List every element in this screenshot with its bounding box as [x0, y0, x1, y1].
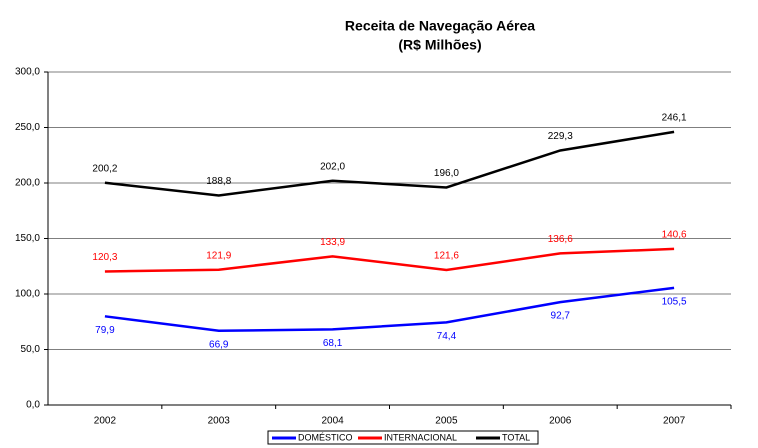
x-tick-label: 2002 [94, 416, 117, 427]
x-tick-label: 2007 [663, 416, 686, 427]
data-label: 140,6 [662, 230, 687, 241]
data-label: 66,9 [209, 339, 229, 350]
data-label: 79,9 [95, 325, 115, 336]
data-label: 196,0 [434, 168, 459, 179]
data-label: 133,9 [320, 237, 345, 248]
data-label: 246,1 [662, 112, 687, 123]
y-tick-label: 150,0 [15, 233, 40, 244]
data-label: 92,7 [551, 311, 571, 322]
legend-label: TOTAL [502, 432, 530, 442]
data-label: 200,2 [92, 163, 117, 174]
data-label: 68,1 [323, 338, 343, 349]
y-tick-label: 50,0 [21, 344, 41, 355]
chart-subtitle: (R$ Milhões) [398, 37, 481, 53]
data-label: 202,0 [320, 161, 345, 172]
data-label: 121,9 [206, 250, 231, 261]
series-line [104, 247, 675, 273]
x-tick-label: 2006 [549, 416, 572, 427]
legend-label: DOMÉSTICO [298, 432, 353, 442]
y-tick-label: 250,0 [15, 122, 40, 133]
legend-box [267, 430, 539, 445]
x-tick-label: 2003 [208, 416, 231, 427]
y-tick-label: 200,0 [15, 178, 40, 189]
data-label: 120,3 [92, 252, 117, 263]
y-tick-label: 0,0 [26, 400, 40, 411]
legend-label: INTERNACIONAL [384, 432, 457, 442]
data-label: 74,4 [437, 331, 457, 342]
series-line [104, 130, 675, 197]
y-tick-label: 300,0 [15, 67, 40, 78]
data-label: 121,6 [434, 251, 459, 262]
x-tick-label: 2005 [435, 416, 458, 427]
data-label: 188,8 [206, 176, 231, 187]
series-line [104, 286, 675, 332]
y-tick-label: 100,0 [15, 289, 40, 300]
chart-title: Receita de Navegação Aérea [345, 18, 535, 34]
data-label: 136,6 [548, 234, 573, 245]
x-tick-label: 2004 [321, 416, 344, 427]
data-label: 229,3 [548, 131, 573, 142]
data-label: 105,5 [662, 297, 687, 308]
